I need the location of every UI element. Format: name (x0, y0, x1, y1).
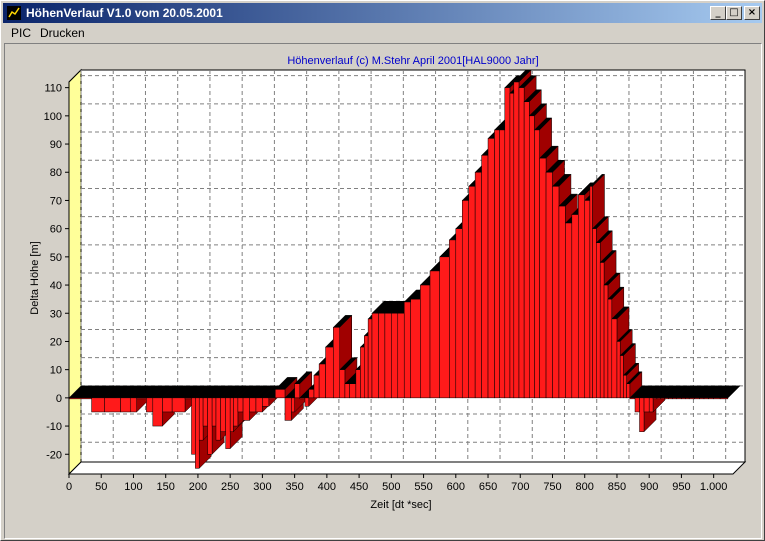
title-bar[interactable]: HöhenVerlauf V1.0 vom 20.05.2001 _ □ × (3, 3, 762, 23)
y-tick-label: 80 (50, 167, 62, 179)
window-title: HöhenVerlauf V1.0 vom 20.05.2001 (26, 6, 223, 20)
y-tick-label: 50 (50, 252, 62, 264)
chart-title: Höhenverlauf (c) M.Stehr April 2001[HAL9… (287, 55, 538, 67)
data-bar (626, 371, 643, 399)
x-tick-label: 700 (511, 481, 529, 493)
height-profile-chart: -20 -10 0 10 20 30 40 50 60 70 80 90 100 110 0 50 100 150… (29, 55, 747, 511)
x-tick-label: 300 (253, 481, 271, 493)
x-tick-label: 50 (95, 481, 107, 493)
x-tick-label: 750 (543, 481, 561, 493)
close-button[interactable]: × (744, 6, 760, 20)
plot-left-wall (68, 68, 82, 476)
x-tick-label: 850 (608, 481, 626, 493)
x-tick-label: 900 (640, 481, 658, 493)
maximize-button[interactable]: □ (726, 6, 742, 20)
x-tick-label: 250 (221, 481, 239, 493)
data-bar (719, 385, 741, 400)
y-tick-label: 40 (50, 280, 62, 292)
y-tick-label: 0 (56, 393, 62, 405)
y-tick-label: 20 (50, 336, 62, 348)
plot-floor (67, 461, 747, 475)
x-tick-label: 600 (447, 481, 465, 493)
x-axis-label: Zeit [dt *sec] (370, 499, 431, 511)
x-tick-label: 650 (479, 481, 497, 493)
x-tick-label: 150 (157, 481, 175, 493)
y-tick-label: 30 (50, 308, 62, 320)
x-tick-label: 800 (576, 481, 594, 493)
x-tick-label: 200 (189, 481, 207, 493)
y-tick-label: -10 (46, 421, 62, 433)
y-tick-label: 90 (50, 139, 62, 151)
x-tick-label: 350 (285, 481, 303, 493)
x-tick-label: 100 (124, 481, 142, 493)
y-axis-label: Delta Höhe [m] (29, 241, 41, 314)
menu-bar: PIC Drucken (3, 24, 762, 42)
menu-pic[interactable]: PIC (11, 26, 32, 40)
y-tick-label: 100 (44, 111, 62, 123)
x-tick-label: 1.000 (700, 481, 728, 493)
y-tick-label: 60 (50, 224, 62, 236)
app-icon (7, 6, 21, 20)
x-tick-label: 0 (66, 481, 72, 493)
y-tick-label: 70 (50, 195, 62, 207)
y-tick-label: -20 (46, 449, 62, 461)
chart-panel: -20 -10 0 10 20 30 40 50 60 70 80 90 100 110 0 50 100 150… (4, 43, 762, 539)
x-tick-label: 550 (414, 481, 432, 493)
minimize-button[interactable]: _ (710, 6, 726, 20)
x-tick-label: 400 (318, 481, 336, 493)
x-tick-label: 950 (672, 481, 690, 493)
x-tick-label: 500 (382, 481, 400, 493)
data-bar (294, 371, 313, 399)
x-tick-label: 450 (350, 481, 368, 493)
y-tick-label: 10 (50, 365, 62, 377)
menu-drucken[interactable]: Drucken (40, 26, 85, 40)
data-bar (274, 376, 298, 399)
y-tick-label: 110 (44, 83, 62, 95)
